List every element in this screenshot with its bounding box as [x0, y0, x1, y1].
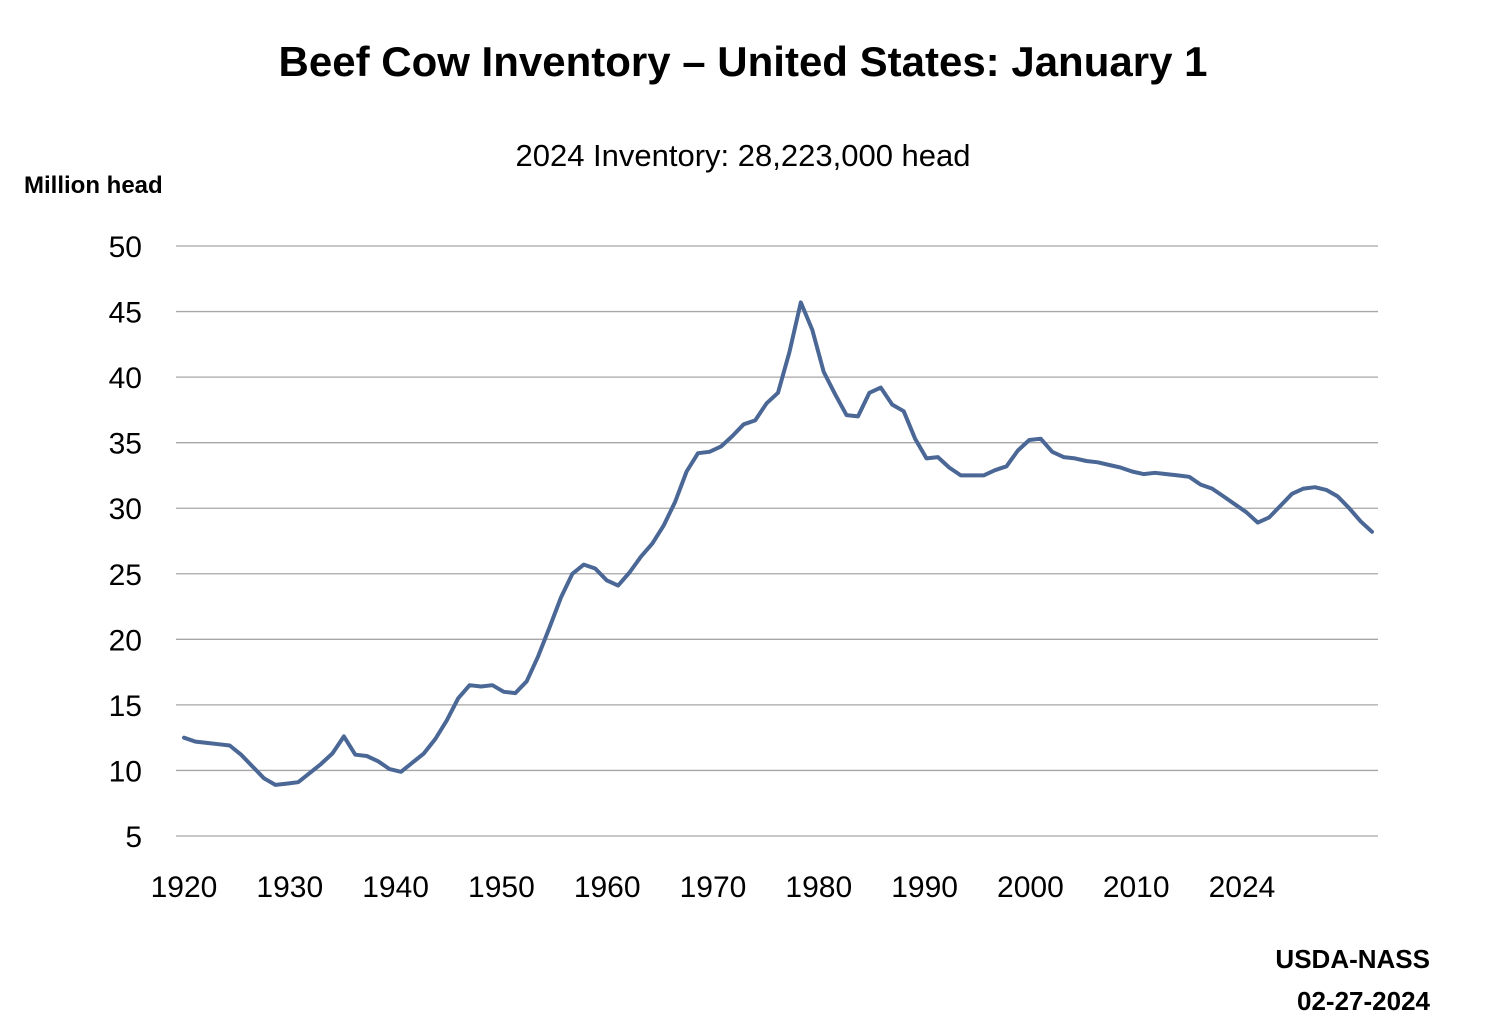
y-tick-label: 20 — [109, 624, 142, 657]
source-credit: USDA-NASS — [1275, 944, 1430, 974]
y-axis-label: Million head — [24, 172, 163, 199]
y-tick-label: 40 — [109, 362, 142, 395]
x-axis-ticks: 1920 1930 1940 1950 1960 1970 1980 1990 2000 2010… — [151, 871, 1276, 904]
series-layer — [182, 300, 1374, 787]
y-tick-label: 30 — [109, 493, 142, 526]
x-tick-label: 2024 — [1209, 871, 1276, 904]
x-tick-label: 2000 — [997, 871, 1064, 904]
x-tick-label: 1970 — [680, 871, 747, 904]
x-tick-label: 1940 — [362, 871, 429, 904]
x-tick-label: 1920 — [151, 871, 218, 904]
x-tick-label: 1930 — [256, 871, 323, 904]
x-tick-label: 1980 — [785, 871, 852, 904]
y-tick-label: 10 — [109, 755, 142, 788]
y-axis-ticks: 50 45 40 35 30 25 20 15 10 5 — [109, 231, 142, 854]
series-line-beef-cows — [182, 300, 1374, 787]
x-tick-label: 1950 — [468, 871, 535, 904]
y-tick-label: 25 — [109, 559, 142, 592]
y-tick-label: 5 — [125, 821, 142, 854]
chart-title: Beef Cow Inventory – United States: Janu… — [278, 38, 1208, 85]
y-tick-label: 50 — [109, 231, 142, 264]
x-tick-label: 2010 — [1103, 871, 1170, 904]
y-tick-label: 15 — [109, 690, 142, 723]
gridlines — [176, 245, 1378, 837]
y-tick-label: 35 — [109, 428, 142, 461]
x-tick-label: 1960 — [574, 871, 641, 904]
x-tick-label: 1990 — [891, 871, 958, 904]
release-date: 02-27-2024 — [1297, 986, 1430, 1016]
y-tick-label: 45 — [109, 297, 142, 330]
chart-subtitle: 2024 Inventory: 28,223,000 head — [515, 138, 971, 173]
